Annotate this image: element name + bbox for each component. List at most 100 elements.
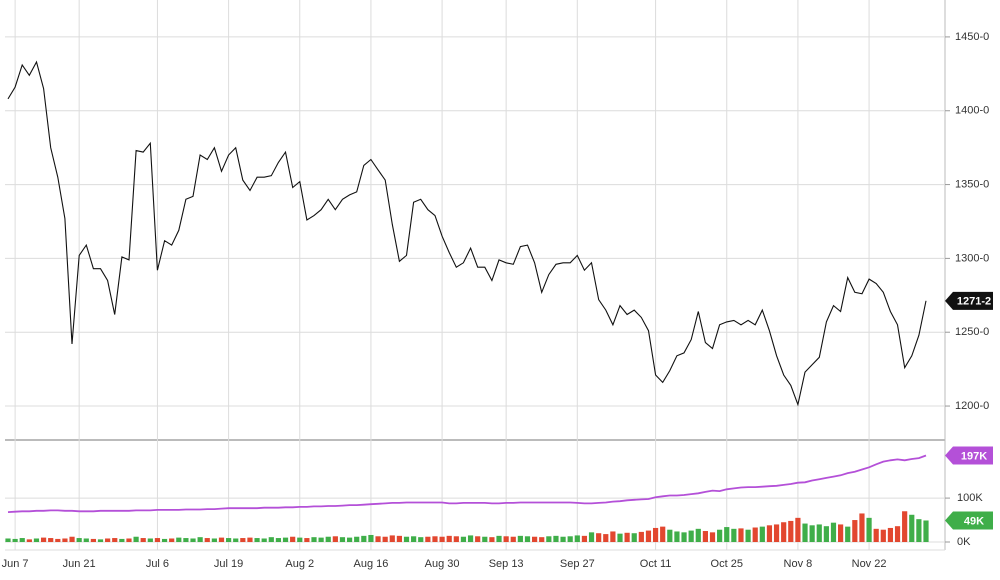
volume-bar [510,536,516,542]
volume-bar [254,538,260,542]
volume-bar [773,524,780,542]
volume-bar [76,538,82,542]
volume-bar [55,538,61,542]
volume-bar [610,531,616,542]
volume-bar [553,535,559,542]
volume-bar [26,539,32,542]
x-tick-label: Aug 30 [425,558,460,570]
volume-bar [467,535,474,542]
volume-bar [709,532,716,542]
volume-bar [40,537,47,542]
volume-bar [603,534,609,542]
volume-bar [845,526,851,542]
x-tick-label: Sep 13 [489,558,524,570]
volume-bar [567,536,573,542]
volume-bar [176,537,182,542]
volume-bar [33,538,40,542]
volume-bar [19,538,25,542]
volume-bar [446,535,452,542]
volume-bar [752,527,758,542]
volume-bar [297,537,303,542]
volume-bar [439,536,445,542]
volume-bar [396,535,402,542]
volume-bar [304,538,310,542]
volume-bar [866,517,872,542]
volume-bar [290,536,296,542]
volume-bar [318,537,324,542]
volume-bar [161,538,168,542]
volume-bar [311,537,317,542]
volume-bar [759,526,765,542]
volume-bar [368,534,374,542]
y-tick-label: 1400-0 [955,105,989,117]
volume-bar [873,528,879,542]
volume-bar [802,523,808,542]
volume-bar [275,538,282,542]
volume-bar [887,527,894,542]
volume-bar [83,538,89,542]
x-tick-label: Nov 22 [852,558,887,570]
volume-bar [517,535,523,542]
volume-bar [133,536,139,542]
volume-bar [660,526,666,542]
volume-bar [169,538,175,542]
volume-bar [909,514,915,542]
volume-bar [902,511,908,542]
volume-bar [261,538,267,542]
volume-bar [325,536,331,542]
volume-bar [702,531,708,542]
volume-bar [147,538,153,542]
price-line [7,60,927,407]
volume-bar [524,536,531,542]
y-tick-label: 1300-0 [955,252,989,264]
volume-bar [781,522,787,542]
last-volume-badge [945,511,993,530]
volume-bar [830,522,837,542]
volume-bar [532,536,538,542]
volume-bar [823,526,829,542]
volume-bar [233,538,239,542]
volume-bar [389,535,395,542]
volume-bar [240,538,246,542]
volume-bar [539,537,545,542]
volume-bar [226,538,232,542]
volume-bar [745,529,751,542]
last-open-interest-label: 197K [961,450,987,462]
y-tick-label: 100K [957,492,983,504]
volume-bar [645,530,652,542]
volume-bar [62,538,68,542]
x-tick-label: Oct 11 [640,558,672,570]
volume-bar [403,536,410,542]
volume-bar [695,528,701,542]
volume-bar [923,520,929,542]
x-tick-label: Aug 16 [353,558,388,570]
volume-bar [218,537,225,542]
x-tick-label: Sep 27 [560,558,595,570]
volume-bar [247,537,253,542]
x-tick-label: Oct 25 [711,558,743,570]
volume-bar [112,538,118,542]
volume-bar [667,529,673,542]
volume-bar [375,536,381,542]
y-tick-label: 1250-0 [955,326,989,338]
volume-bar [282,537,289,542]
volume-bar [880,529,886,542]
volume-bar [560,536,566,542]
last-price-label: 1271-2 [957,296,991,308]
x-tick-label: Jul 19 [214,558,243,570]
volume-bar [852,520,858,542]
volume-bar [688,530,694,542]
volume-bar [916,519,922,542]
volume-bar [731,528,737,542]
volume-bar [475,536,481,542]
volume-bar [816,524,822,542]
volume-bar [894,526,901,542]
volume-bar [154,538,161,542]
volume-bar [339,537,346,542]
volume-bar [190,538,196,542]
volume-bar [197,537,203,542]
volume-bar [5,538,11,542]
volume-bar [346,537,353,542]
